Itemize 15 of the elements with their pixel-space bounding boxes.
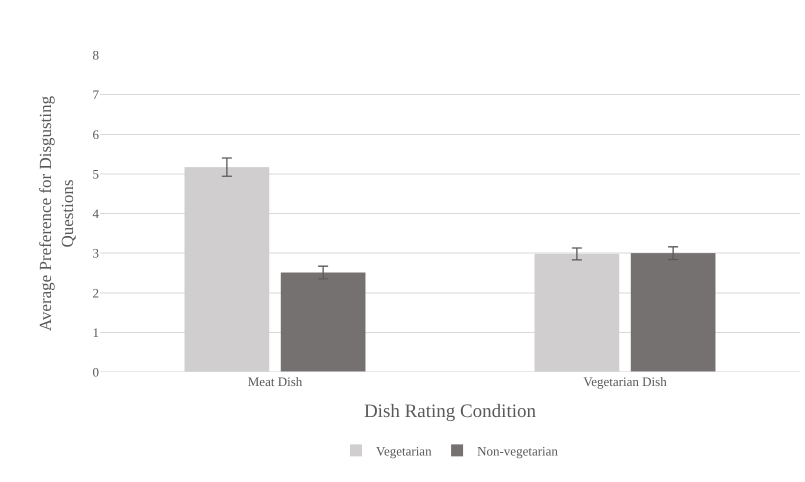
y-tick-label: 8 xyxy=(92,48,99,63)
y-tick-label: 3 xyxy=(92,246,99,261)
y-tick-label: 5 xyxy=(92,166,99,182)
x-tick-label: Meat Dish xyxy=(248,374,303,389)
y-tick-label: 4 xyxy=(92,206,100,222)
y-tick-label: 1 xyxy=(92,324,99,340)
y-tick-label: 6 xyxy=(92,126,100,142)
x-axis-title: Dish Rating Condition xyxy=(364,400,537,422)
legend-label: Vegetarian xyxy=(376,443,432,458)
y-tick-label: 0 xyxy=(92,364,99,380)
legend-label: Non-vegetarian xyxy=(477,443,558,458)
y-axis-title: Average Preference for Disgusting Questions xyxy=(36,95,78,332)
y-tick-label: 7 xyxy=(92,87,100,102)
y-tick-label: 2 xyxy=(92,285,99,300)
x-tick-label: Vegetarian Dish xyxy=(583,374,668,389)
